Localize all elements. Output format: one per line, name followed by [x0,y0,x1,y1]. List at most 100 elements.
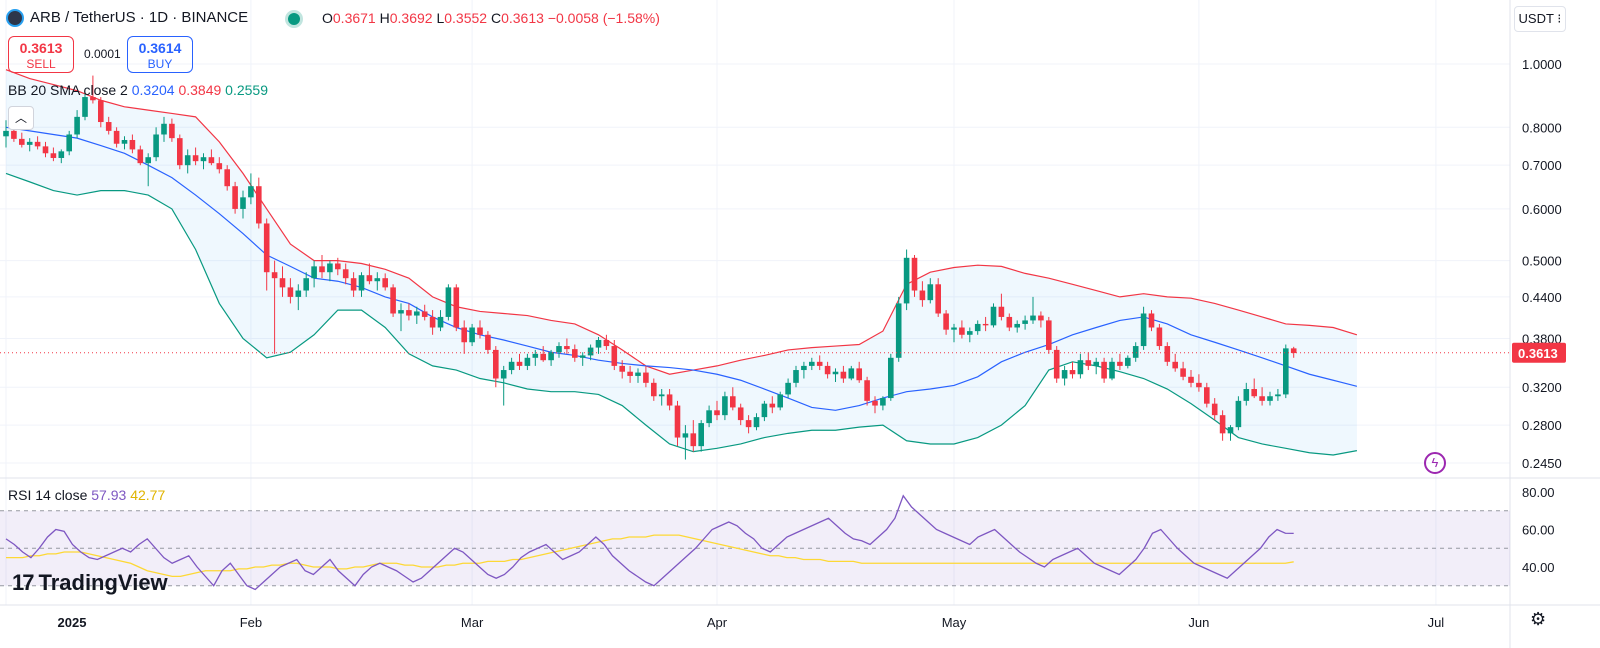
candle-body [864,380,870,401]
candle-body [161,123,167,135]
candle-body [1283,348,1289,395]
candle-body [90,97,96,101]
candle-body [903,257,910,304]
lightning-icon[interactable]: ϟ [1424,452,1446,474]
candle-body [927,284,934,301]
candle-body [643,372,649,383]
candle-body [224,169,230,187]
candle-body [382,278,388,288]
spread-value: 0.0001 [84,47,121,61]
candle-body [1077,360,1084,375]
candle-body [1038,315,1044,321]
candle-body [1188,376,1194,383]
rsi-tick-label: 60.00 [1522,523,1555,538]
sell-label: SELL [26,57,56,71]
bollinger-lower-line [5,172,1358,456]
candle-body [263,223,270,273]
symbol-title[interactable]: ARB / TetherUS · 1D · BINANCE [30,9,249,26]
candle-body [1053,349,1060,379]
tradingview-brand[interactable]: 17 TradingView [12,570,168,596]
candle-body [1030,315,1036,321]
candle-body [248,186,254,198]
arbitrum-icon [6,9,24,27]
candle-body [469,327,475,343]
candle-body [137,149,144,164]
candle-body [358,275,365,291]
candle-body [801,365,807,371]
candle-body [335,263,341,270]
candle-body [951,327,957,330]
candle-body [256,186,262,224]
candle-body [1275,394,1281,397]
candle-body [26,141,33,145]
currency-selector[interactable]: USDT ⁝ [1514,6,1566,32]
buy-button[interactable]: 0.3614 BUY [127,36,193,73]
candle-body [935,284,941,314]
candle-body [303,278,309,291]
buy-label: BUY [147,57,173,71]
bollinger-legend[interactable]: BB 20 SMA close 2 0.3204 0.3849 0.2559 [8,82,268,98]
price-tick-label: 0.5000 [1522,254,1562,269]
candle-body [453,287,460,328]
candle-body [911,257,918,291]
candle-body [1140,313,1147,347]
candle-body [477,327,483,335]
candle-body [1259,396,1265,401]
time-tick-label: Apr [707,615,728,630]
current-price-label: 0.3613 [1518,346,1558,361]
candle-body [319,266,325,273]
collapse-legend-button[interactable]: ︿ [8,106,34,130]
rsi-ma-value: 42.77 [130,487,166,503]
time-tick-label: 2025 [58,615,87,630]
candle-body [1219,415,1226,434]
time-tick-label: May [942,615,967,630]
candle-body [1164,346,1171,362]
candle-body [113,130,120,144]
candle-body [880,398,886,406]
settings-gear-icon[interactable]: ⚙ [1530,609,1547,629]
candle-body [619,365,625,372]
candle-body [658,394,665,397]
candle-body [429,316,436,328]
candle-body [153,134,159,158]
candle-body [421,311,428,317]
candle-body [129,139,136,150]
rsi-legend[interactable]: RSI 14 close 57.93 42.77 [8,487,165,503]
candle-body [398,310,404,314]
price-tick-label: 0.3800 [1522,331,1562,346]
candle-body [548,352,554,361]
sell-button[interactable]: 0.3613 SELL [8,36,74,73]
candle-body [485,334,491,350]
candle-body [1148,313,1155,328]
candle-body [872,400,878,406]
candle-body [1180,368,1186,377]
time-tick-label: Jul [1428,615,1445,630]
candle-body [145,157,151,164]
candle-body [42,146,49,154]
candle-body [1101,361,1107,379]
candle-body [1251,389,1257,397]
brand-text: TradingView [38,570,168,595]
ohlc-readout: O0.3671 H0.3692 L0.3552 C0.3613 −0.0058 … [322,10,660,26]
candle-body [714,410,720,416]
candle-body [730,396,736,408]
candle-body [635,372,641,376]
candle-body [627,371,633,376]
candle-body [532,353,539,358]
candle-body [698,423,704,447]
time-tick-label: Feb [240,615,262,630]
candle-body [184,155,191,166]
candle-body [98,100,104,123]
candle-body [587,347,594,356]
candle-body [888,357,894,399]
candle-body [832,371,839,375]
candle-body [311,266,317,279]
candle-body [1211,403,1218,416]
bollinger-upper-line [5,69,1358,375]
candle-body [50,153,57,158]
tradingview-logo-icon: 17 [12,570,35,595]
bb-upper-value: 0.3849 [178,82,222,98]
candle-body [271,272,278,279]
candle-body [919,290,926,301]
